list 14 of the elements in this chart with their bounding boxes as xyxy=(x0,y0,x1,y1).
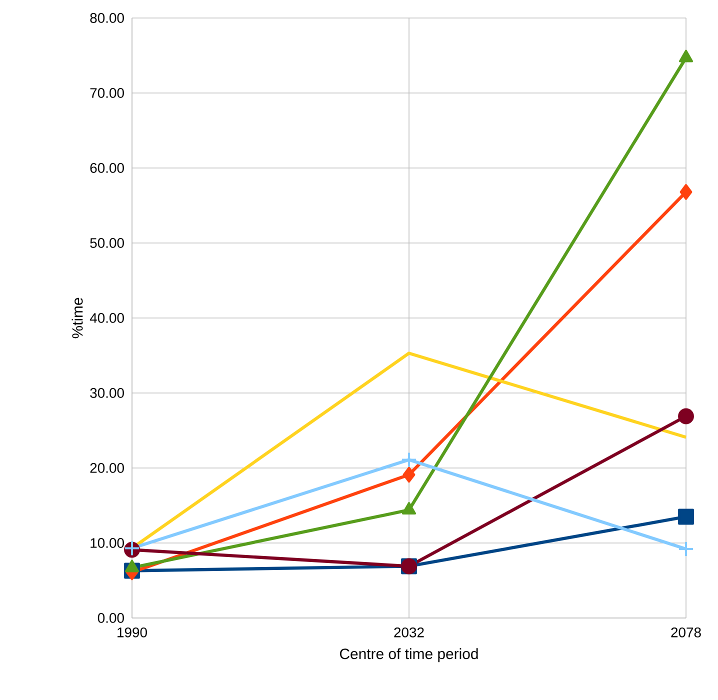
x-axis-title: Centre of time period xyxy=(340,648,478,662)
y-tick-label: 10.00 xyxy=(90,538,124,548)
y-tick-label: 70.00 xyxy=(90,88,124,98)
y-tick-label: 50.00 xyxy=(90,238,124,248)
y-tick-label: 20.00 xyxy=(90,463,124,473)
y-tick-label: 60.00 xyxy=(90,163,124,173)
y-tick-label: 80.00 xyxy=(90,13,124,23)
y-tick-label: 40.00 xyxy=(90,313,124,323)
y-tick-label: 0.00 xyxy=(98,613,124,623)
x-tick-label: 2032 xyxy=(394,627,424,638)
x-tick-label: 1990 xyxy=(118,627,147,638)
y-axis-title: %time xyxy=(72,298,83,338)
x-tick-label: 2078 xyxy=(671,627,701,638)
y-tick-label: 30.00 xyxy=(90,388,124,398)
